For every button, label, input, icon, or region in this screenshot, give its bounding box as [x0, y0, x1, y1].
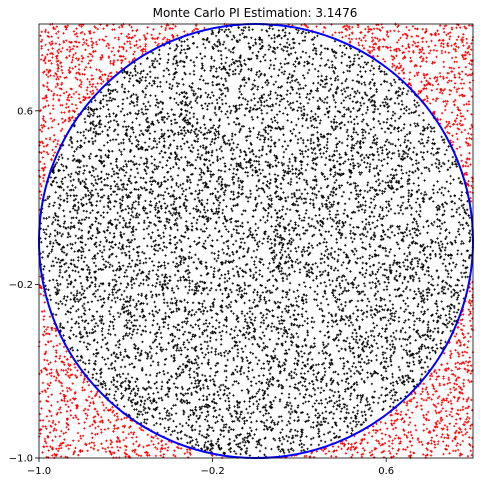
x-tick-label: −0.2 [200, 466, 224, 477]
chart-title: Monte Carlo PI Estimation: 3.1476 [153, 6, 358, 20]
axes-background [39, 24, 473, 458]
y-tick-label: −0.2 [9, 280, 33, 291]
x-tick-label: −1.0 [27, 466, 51, 477]
x-axis: −1.0 −0.2 0.6 [27, 458, 394, 477]
y-tick-label: 0.6 [17, 106, 33, 117]
axes-frame [38, 23, 474, 459]
y-axis: −1.0 −0.2 0.6 [9, 106, 39, 465]
points-layer [37, 22, 475, 459]
plot-area [37, 22, 475, 459]
inside-points [38, 23, 475, 459]
x-tick-label: 0.6 [378, 466, 394, 477]
y-tick-label: −1.0 [9, 454, 33, 465]
outside-points [37, 22, 475, 459]
